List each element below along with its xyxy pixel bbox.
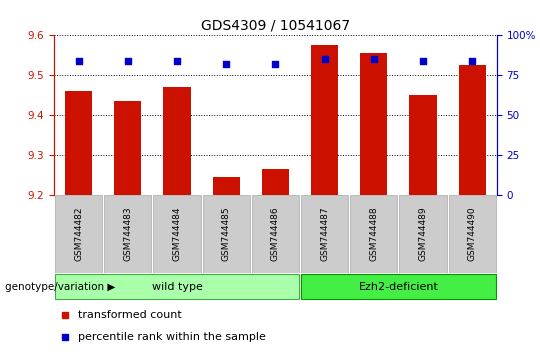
Bar bbox=[164, 87, 191, 195]
Bar bbox=[360, 53, 387, 195]
Text: GSM744485: GSM744485 bbox=[222, 206, 231, 261]
Text: GSM744483: GSM744483 bbox=[123, 206, 132, 261]
Bar bbox=[311, 45, 338, 195]
Title: GDS4309 / 10541067: GDS4309 / 10541067 bbox=[201, 19, 350, 33]
Text: wild type: wild type bbox=[152, 282, 202, 292]
Text: Ezh2-deficient: Ezh2-deficient bbox=[359, 282, 438, 292]
Bar bbox=[262, 169, 289, 195]
Text: genotype/variation ▶: genotype/variation ▶ bbox=[5, 282, 116, 292]
Point bbox=[222, 61, 231, 67]
Bar bbox=[114, 101, 141, 195]
Bar bbox=[301, 274, 496, 299]
Text: transformed count: transformed count bbox=[78, 310, 182, 320]
Bar bbox=[213, 177, 240, 195]
Bar bbox=[55, 195, 102, 273]
Point bbox=[468, 58, 476, 64]
Bar bbox=[458, 65, 486, 195]
Bar bbox=[252, 195, 299, 273]
Bar bbox=[350, 195, 397, 273]
Point bbox=[124, 58, 132, 64]
Point bbox=[271, 61, 280, 67]
Point bbox=[418, 58, 427, 64]
Text: percentile rank within the sample: percentile rank within the sample bbox=[78, 332, 266, 342]
Point bbox=[173, 58, 181, 64]
Bar bbox=[104, 195, 151, 273]
Text: GSM744487: GSM744487 bbox=[320, 206, 329, 261]
Point bbox=[75, 58, 83, 64]
Text: GSM744489: GSM744489 bbox=[418, 206, 428, 261]
Bar bbox=[449, 195, 496, 273]
Text: GSM744486: GSM744486 bbox=[271, 206, 280, 261]
Bar bbox=[400, 195, 447, 273]
Text: GSM744484: GSM744484 bbox=[172, 206, 181, 261]
Bar bbox=[153, 195, 201, 273]
Bar bbox=[65, 91, 92, 195]
Bar bbox=[409, 95, 436, 195]
Text: GSM744482: GSM744482 bbox=[74, 206, 83, 261]
Bar bbox=[55, 274, 299, 299]
Text: GSM744488: GSM744488 bbox=[369, 206, 379, 261]
Bar bbox=[301, 195, 348, 273]
Point bbox=[320, 56, 329, 62]
Point bbox=[369, 56, 378, 62]
Text: GSM744490: GSM744490 bbox=[468, 206, 477, 261]
Bar bbox=[202, 195, 250, 273]
